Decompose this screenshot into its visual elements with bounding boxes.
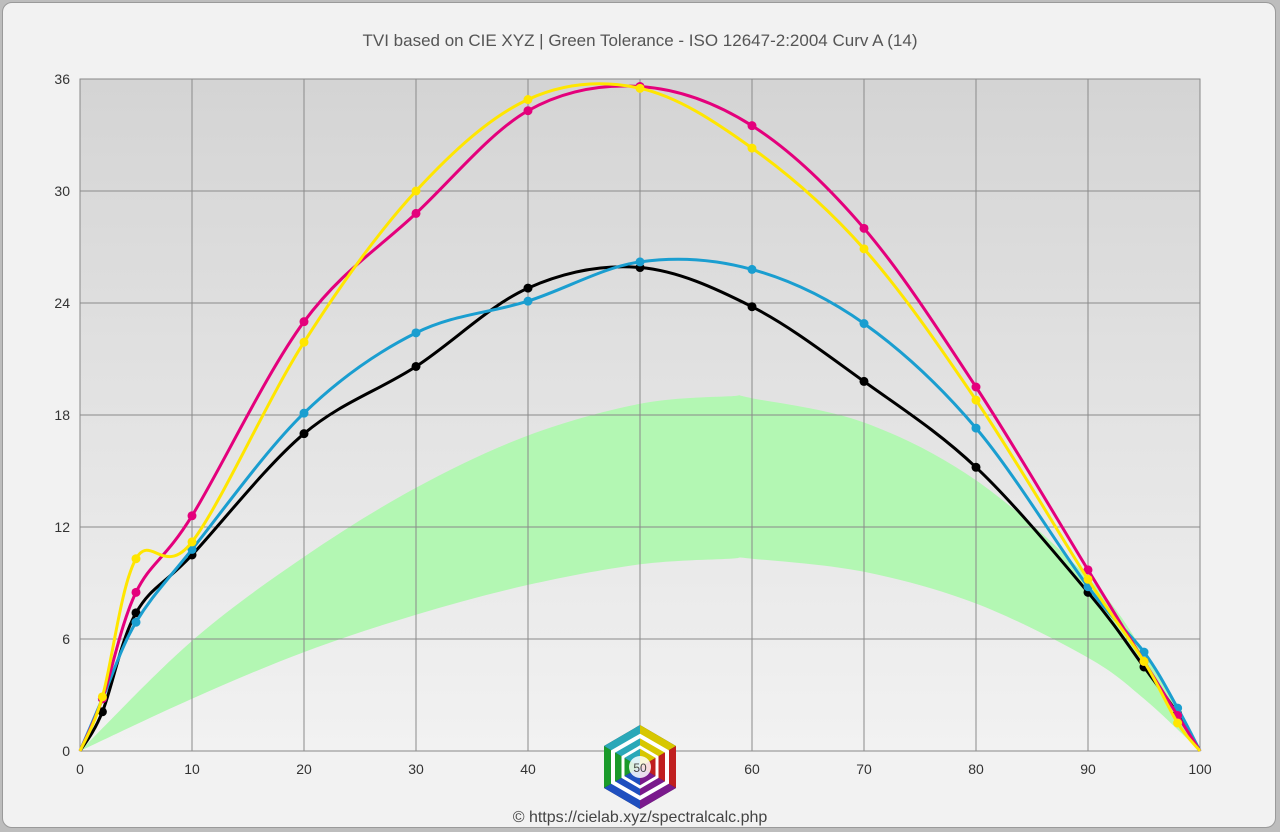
series-point <box>523 296 533 306</box>
series-point <box>971 423 981 433</box>
tick-layer: 0 10 20 30 40 50 60 70 80 90 100 0 6 12 18 24 30 36 <box>54 71 1211 777</box>
y-tick-label: 6 <box>62 631 70 647</box>
series-point <box>1083 565 1093 575</box>
series-point <box>411 208 421 218</box>
chart-title: TVI based on CIE XYZ | Green Tolerance -… <box>362 31 917 50</box>
series-layer <box>78 81 1202 752</box>
credit-text: © https://cielab.xyz/spectralcalc.php <box>513 809 768 826</box>
series-point <box>1139 647 1149 657</box>
logo-label: 50 <box>633 761 647 775</box>
y-tick-label: 24 <box>54 295 70 311</box>
y-tick-label: 0 <box>62 743 70 759</box>
y-tick-label: 12 <box>54 519 70 535</box>
series-point <box>97 692 107 702</box>
series-point <box>523 283 533 293</box>
series-point <box>971 462 981 472</box>
series-point <box>131 587 141 597</box>
series-point <box>131 617 141 627</box>
series-point <box>1173 718 1183 728</box>
x-tick-label: 20 <box>296 761 312 777</box>
x-tick-label: 60 <box>744 761 760 777</box>
x-tick-label: 0 <box>76 761 84 777</box>
series-point <box>747 121 757 131</box>
series-point <box>971 395 981 405</box>
series-point <box>523 95 533 105</box>
x-tick-label: 30 <box>408 761 424 777</box>
series-point <box>635 83 645 93</box>
series-point <box>747 302 757 312</box>
series-point <box>411 186 421 196</box>
series-point <box>635 257 645 267</box>
series-point <box>859 244 869 254</box>
series-point <box>971 382 981 392</box>
x-tick-label: 70 <box>856 761 872 777</box>
series-point <box>411 328 421 338</box>
series-point <box>131 554 141 564</box>
x-tick-label: 90 <box>1080 761 1096 777</box>
series-point <box>187 511 197 521</box>
series-point <box>523 106 533 116</box>
x-tick-label: 10 <box>184 761 200 777</box>
series-point <box>97 707 107 717</box>
x-tick-label: 40 <box>520 761 536 777</box>
series-point <box>131 608 141 618</box>
series-point <box>859 319 869 329</box>
cielab-logo-icon: 50 <box>604 725 676 809</box>
y-tick-label: 36 <box>54 71 70 87</box>
x-tick-label: 100 <box>1188 761 1212 777</box>
series-point <box>747 264 757 274</box>
series-point <box>859 223 869 233</box>
series-point <box>299 408 309 418</box>
series-point <box>299 317 309 327</box>
y-tick-label: 30 <box>54 183 70 199</box>
tolerance-band-layer <box>80 395 1200 751</box>
series-point <box>299 429 309 439</box>
series-point <box>411 361 421 371</box>
green-tolerance-band <box>80 395 1200 751</box>
series-point <box>187 537 197 547</box>
series-point <box>1139 656 1149 666</box>
series-point <box>747 143 757 153</box>
series-point <box>187 544 197 554</box>
series-line-0 <box>78 265 1202 752</box>
x-tick-label: 80 <box>968 761 984 777</box>
series-point <box>1083 574 1093 584</box>
y-tick-label: 18 <box>54 407 70 423</box>
series-point <box>299 337 309 347</box>
series-point <box>859 376 869 386</box>
